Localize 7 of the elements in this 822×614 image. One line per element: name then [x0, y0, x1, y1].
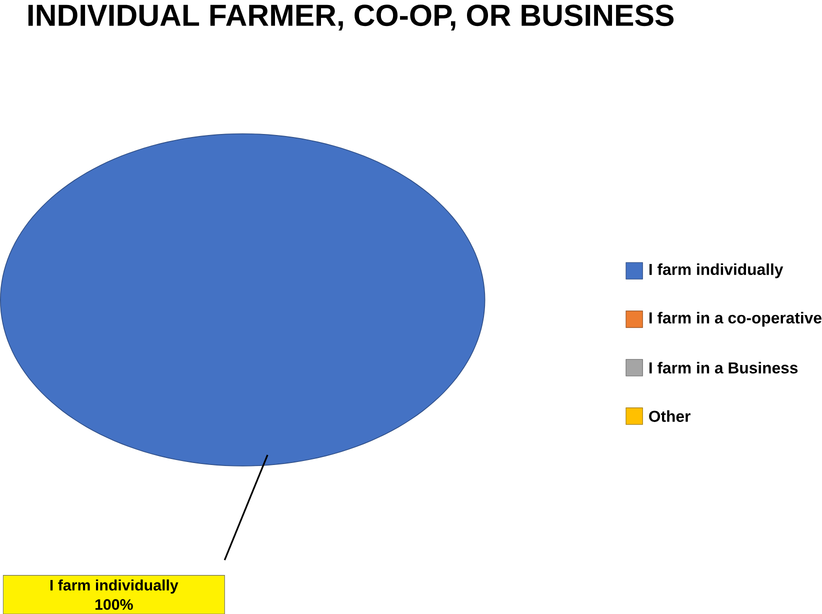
data-label: 100%: [95, 599, 133, 610]
slice-label: I farm individually: [50, 579, 178, 594]
legend-label: I farm individually: [649, 263, 784, 278]
legend-label: I farm in a co-operative: [649, 312, 822, 326]
chart-title: INDIVIDUAL FARMER, CO-OP, OR BUSINESS: [28, 4, 674, 30]
legend-label: I farm in a Business: [649, 362, 798, 374]
legend-label: Other: [649, 410, 690, 422]
